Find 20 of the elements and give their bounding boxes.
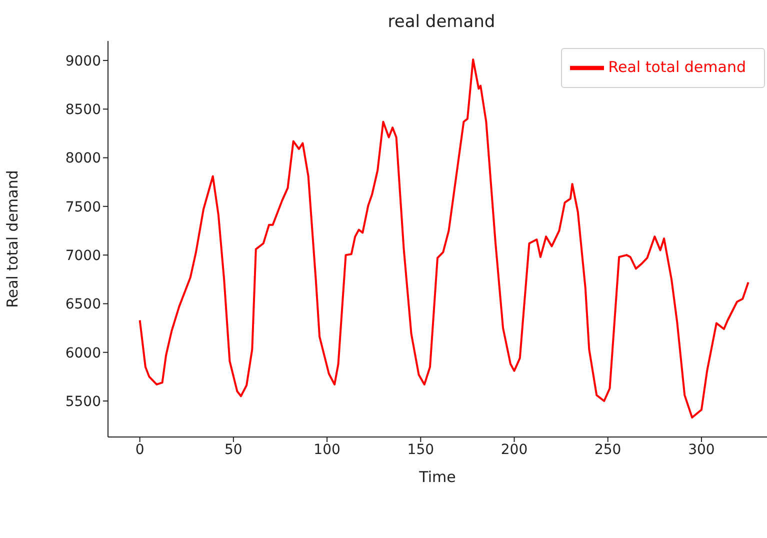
y-tick-label: 6000 — [65, 345, 101, 362]
x-tick-label: 250 — [594, 442, 622, 458]
chart-title: real demand — [386, 12, 496, 32]
y-axis-title: Real total demand — [3, 170, 22, 308]
x-tick-label: 50 — [224, 442, 242, 458]
y-tick-label: 6500 — [65, 296, 101, 313]
y-tick-label: 9000 — [65, 53, 101, 70]
line-series — [138, 58, 750, 419]
x-axis-title: Time — [418, 468, 456, 486]
x-tick-label: 300 — [688, 442, 715, 458]
x-tick-label: 100 — [314, 442, 340, 458]
x-tick-label: 0 — [135, 442, 144, 458]
legend-label: Real total demand — [608, 58, 746, 76]
x-tick-label: 200 — [500, 442, 528, 458]
y-tick-label: 5500 — [65, 394, 101, 410]
y-tick-label: 8000 — [65, 150, 101, 167]
y-tick-label: 7000 — [65, 248, 101, 264]
x-tick-label: 150 — [407, 442, 434, 458]
y-tick-label: 8500 — [65, 102, 101, 118]
y-tick-label: 7500 — [65, 199, 101, 216]
